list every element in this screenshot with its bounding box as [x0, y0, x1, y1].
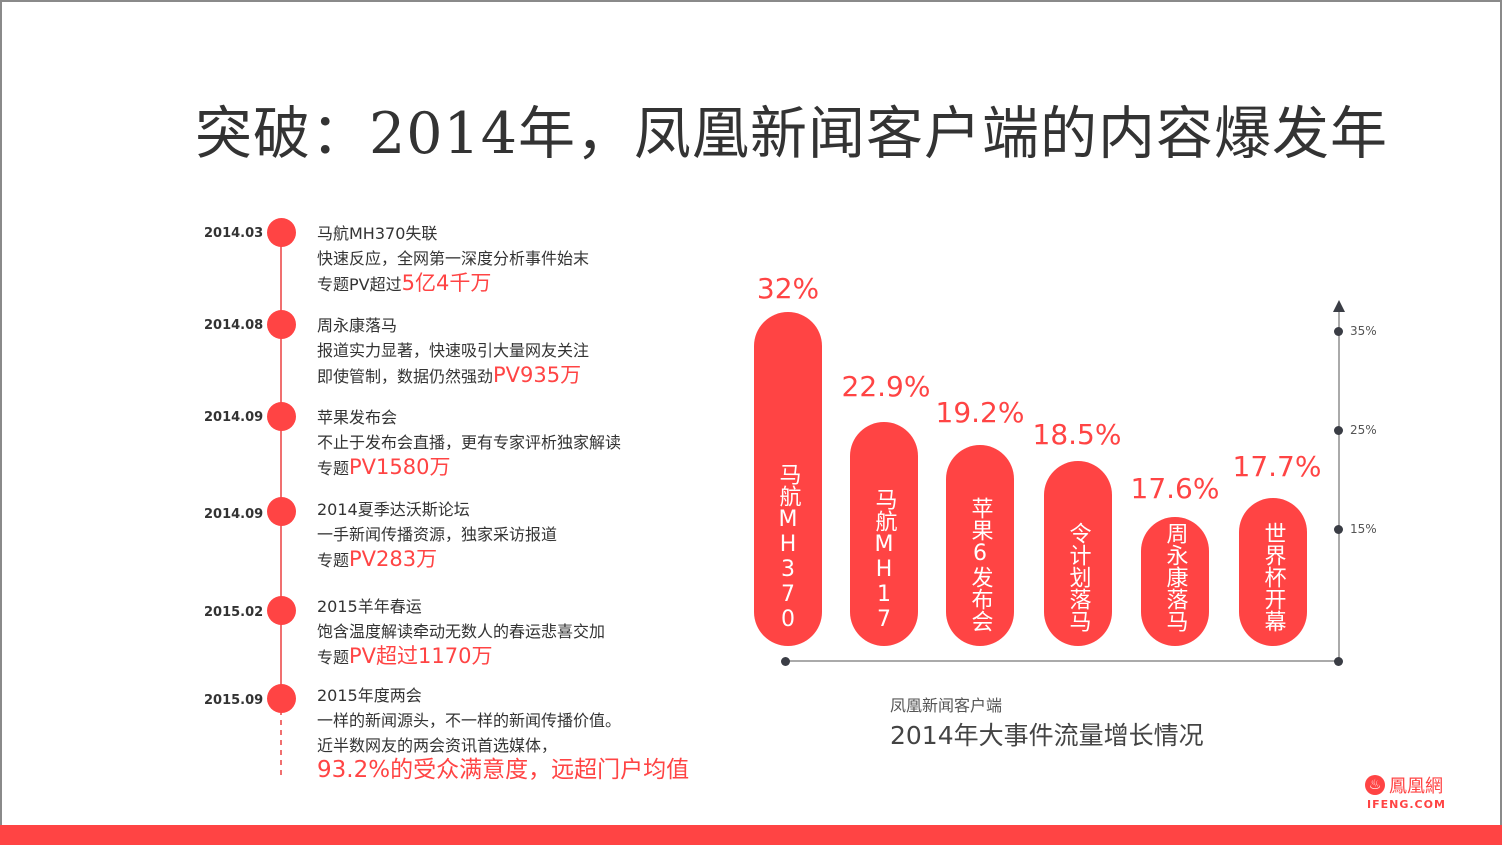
bar-value: 17.7% — [1232, 450, 1322, 483]
timeline-line — [280, 232, 282, 688]
timeline-text: 2014夏季达沃斯论坛 一手新闻传播资源，独家采访报道 专题PV283万 — [317, 497, 557, 573]
timeline-heading: 马航MH370失联 — [317, 224, 438, 243]
bar-label: 世界杯开幕 — [1260, 522, 1286, 632]
y-axis — [1338, 306, 1340, 662]
footer-band — [0, 825, 1502, 845]
arrow-up-icon — [1333, 300, 1345, 312]
metric-highlight: PV超过1170万 — [349, 644, 493, 668]
bar: 马航MH17 — [850, 422, 918, 646]
bar-label: 令计划落马 — [1065, 522, 1091, 632]
logo-en: IFENG.COM — [1367, 798, 1446, 811]
logo-cn: 鳳凰網 — [1389, 776, 1443, 797]
metric-highlight: PV283万 — [349, 547, 438, 571]
bar: 马航MH370 — [754, 312, 822, 646]
bar-value: 18.5% — [1032, 418, 1122, 451]
timeline-dot — [267, 218, 296, 247]
timeline-dot — [267, 402, 296, 431]
y-tick-dot — [1334, 525, 1343, 534]
timeline-metric: 即使管制，数据仍然强劲PV935万 — [317, 363, 589, 389]
timeline-heading: 周永康落马 — [317, 316, 398, 335]
metric-highlight: PV935万 — [493, 363, 582, 387]
timeline-dot — [267, 596, 296, 625]
timeline-text: 2015年度两会 一样的新闻源头，不一样的新闻传播价值。 近半数网友的两会资讯首… — [317, 683, 689, 783]
bar-label: 马航MH17 — [871, 488, 897, 632]
y-tick-dot — [1334, 426, 1343, 435]
bar-value: 19.2% — [935, 396, 1025, 429]
chart-title: 2014年大事件流量增长情况 — [890, 721, 1204, 750]
timeline-heading: 苹果发布会 — [317, 408, 398, 427]
metric-highlight: 93.2%的受众满意度，远超门户均值 — [317, 757, 690, 783]
timeline-metric: 专题PV超过1170万 — [317, 644, 605, 670]
timeline-heading: 2015羊年春运 — [317, 597, 422, 616]
timeline-date: 2015.02 — [204, 605, 264, 620]
timeline-metric: 专题PV超过5亿4千万 — [317, 271, 589, 297]
timeline-metric: 专题PV1580万 — [317, 455, 621, 481]
timeline-text: 周永康落马 报道实力显著，快速吸引大量网友关注 即使管制，数据仍然强劲PV935… — [317, 313, 589, 389]
metric-prefix: 专题 — [317, 459, 350, 478]
bar: 苹果6发布会 — [946, 445, 1014, 646]
timeline-date: 2014.09 — [204, 507, 264, 522]
timeline-desc: 饱含温度解读牵动无数人的春运悲喜交加 — [317, 622, 606, 641]
timeline-heading: 2014夏季达沃斯论坛 — [317, 500, 470, 519]
timeline-desc: 一样的新闻源头，不一样的新闻传播价值。 — [317, 711, 622, 730]
timeline-desc: 快速反应，全网第一深度分析事件始末 — [317, 249, 590, 268]
metric-highlight: PV1580万 — [349, 455, 451, 479]
bar-value: 17.6% — [1130, 472, 1220, 505]
timeline-desc-2: 近半数网友的两会资讯首选媒体， — [317, 736, 558, 755]
axis-origin-dot — [781, 657, 790, 666]
y-tick-label: 35% — [1350, 324, 1377, 338]
y-tick-label: 15% — [1350, 522, 1377, 536]
timeline-date: 2014.09 — [204, 410, 264, 425]
bar-label: 苹果6发布会 — [967, 497, 993, 632]
metric-prefix: 专题PV超过 — [317, 275, 402, 294]
phoenix-icon: ♨ — [1365, 775, 1385, 795]
timeline-desc: 报道实力显著，快速吸引大量网友关注 — [317, 341, 590, 360]
timeline-desc: 一手新闻传播资源，独家采访报道 — [317, 525, 558, 544]
timeline-dot — [267, 684, 296, 713]
timeline-date: 2015.09 — [204, 693, 264, 708]
timeline-date: 2014.08 — [204, 318, 264, 333]
bar-label: 周永康落马 — [1162, 522, 1188, 632]
x-axis — [785, 660, 1340, 662]
y-tick-dot — [1334, 327, 1343, 336]
metric-prefix: 即使管制，数据仍然强劲 — [317, 367, 494, 386]
timeline-dot — [267, 310, 296, 339]
y-tick-label: 25% — [1350, 423, 1377, 437]
page-title: 突破：2014年，凤凰新闻客户端的内容爆发年 — [195, 101, 1389, 167]
metric-prefix: 专题 — [317, 551, 350, 570]
timeline-dashed-tail — [280, 700, 282, 778]
bar-label: 马航MH370 — [775, 463, 801, 632]
timeline-dot — [267, 497, 296, 526]
metric-prefix: 专题 — [317, 648, 350, 667]
bar: 令计划落马 — [1044, 461, 1112, 646]
timeline-metric: 专题PV283万 — [317, 547, 557, 573]
bar: 世界杯开幕 — [1239, 498, 1307, 646]
bar-value: 32% — [756, 272, 820, 305]
timeline-date: 2014.03 — [204, 226, 264, 241]
metric-highlight: 5亿4千万 — [401, 271, 492, 295]
axis-corner-dot — [1334, 657, 1343, 666]
ifeng-logo: ♨ 鳳凰網 IFENG.COM — [1365, 772, 1446, 811]
timeline-text: 苹果发布会 不止于发布会直播，更有专家评析独家解读 专题PV1580万 — [317, 405, 621, 481]
timeline-text: 马航MH370失联 快速反应，全网第一深度分析事件始末 专题PV超过5亿4千万 — [317, 221, 589, 297]
timeline-text: 2015羊年春运 饱含温度解读牵动无数人的春运悲喜交加 专题PV超过1170万 — [317, 594, 605, 670]
bar-value: 22.9% — [841, 370, 931, 403]
chart-subtitle: 凤凰新闻客户端 — [890, 696, 1003, 715]
timeline-heading: 2015年度两会 — [317, 686, 422, 705]
timeline-desc: 不止于发布会直播，更有专家评析独家解读 — [317, 433, 622, 452]
bar: 周永康落马 — [1141, 517, 1209, 646]
